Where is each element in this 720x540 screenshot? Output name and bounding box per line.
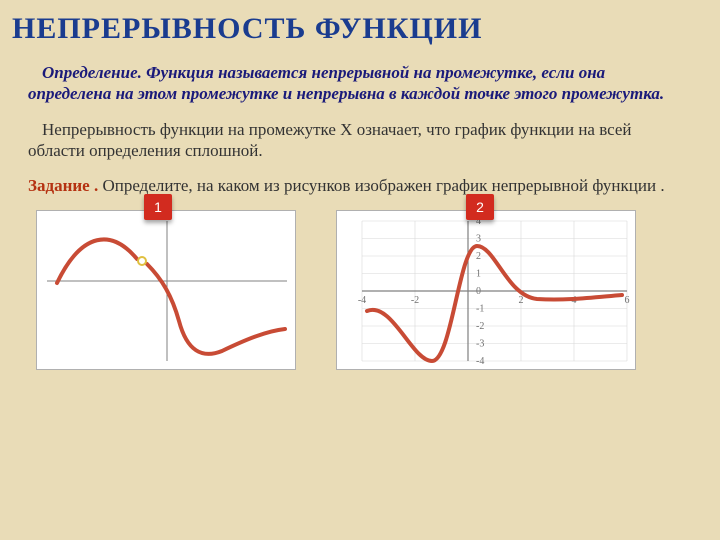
chart-1 (36, 210, 296, 370)
chart-1-wrap: 1 (36, 210, 296, 370)
chart-1-badge: 1 (144, 194, 172, 220)
svg-text:2: 2 (519, 295, 524, 306)
chart-2-wrap: 2 -4-2246-4-3-2-101234 (336, 210, 636, 370)
svg-text:3: 3 (476, 234, 481, 245)
charts-row: 1 2 -4-2246-4-3-2-101234 (28, 210, 692, 370)
task-label: Задание . (28, 176, 98, 195)
svg-text:6: 6 (625, 295, 630, 306)
svg-text:1: 1 (476, 269, 481, 280)
task-paragraph: Задание . Определите, на каком из рисунк… (28, 175, 692, 196)
svg-text:-2: -2 (411, 295, 419, 306)
svg-text:2: 2 (476, 251, 481, 262)
svg-text:-2: -2 (476, 321, 484, 332)
definition-paragraph: Определение. Функция называется непрерыв… (28, 62, 692, 105)
chart-2-badge: 2 (466, 194, 494, 220)
svg-text:-4: -4 (358, 295, 366, 306)
task-text: Определите, на каком из рисунков изображ… (98, 176, 664, 195)
svg-text:-1: -1 (476, 304, 484, 315)
svg-text:-3: -3 (476, 339, 484, 350)
slide-root: НЕПРЕРЫВНОСТЬ ФУНКЦИИ Определение. Функц… (0, 0, 720, 540)
chart-2: -4-2246-4-3-2-101234 (336, 210, 636, 370)
page-title: НЕПРЕРЫВНОСТЬ ФУНКЦИИ (12, 12, 692, 46)
explain-paragraph: Непрерывность функции на промежутке Х оз… (28, 119, 692, 162)
svg-text:-4: -4 (476, 356, 484, 367)
